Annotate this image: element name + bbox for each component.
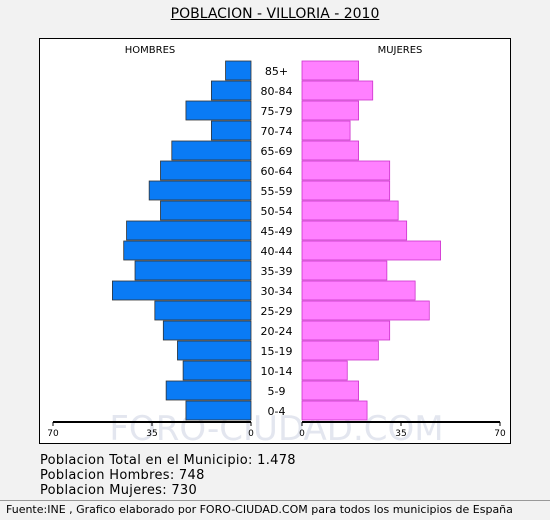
bar-mujeres-60-64 bbox=[301, 160, 391, 181]
bar-mujeres-70-74 bbox=[301, 120, 351, 141]
bar-hombres-80-84 bbox=[210, 80, 252, 101]
bar-hombres-65-69 bbox=[171, 140, 252, 161]
bar-mujeres-40-44 bbox=[301, 240, 442, 261]
bar-hombres-50-54 bbox=[160, 200, 252, 221]
bar-mujeres-15-19 bbox=[301, 340, 379, 361]
male-population: Poblacion Hombres: 748 bbox=[40, 468, 205, 483]
age-label-35-39: 35-39 bbox=[261, 265, 293, 278]
tick-label-hombres-70: 70 bbox=[47, 429, 59, 439]
age-label-75-79: 75-79 bbox=[261, 105, 293, 118]
age-label-40-44: 40-44 bbox=[261, 245, 293, 258]
age-label-85+: 85+ bbox=[265, 65, 288, 78]
bar-mujeres-25-29 bbox=[301, 300, 430, 321]
total-population: Poblacion Total en el Municipio: 1.478 bbox=[40, 453, 296, 468]
age-label-45-49: 45-49 bbox=[261, 225, 293, 238]
source-note: Fuente:INE , Grafico elaborado por FORO-… bbox=[6, 503, 513, 516]
population-stats: Poblacion Total en el Municipio: 1.478 P… bbox=[40, 453, 296, 498]
age-label-65-69: 65-69 bbox=[261, 145, 293, 158]
bar-hombres-60-64 bbox=[160, 160, 252, 181]
bar-hombres-45-49 bbox=[126, 220, 252, 241]
age-label-20-24: 20-24 bbox=[261, 325, 293, 338]
population-pyramid-chart: FORO-CIUDAD.COM HOMBRES MUJERES 85+ 80-84 75-… bbox=[47, 45, 506, 445]
bar-mujeres-75-79 bbox=[301, 100, 359, 121]
bar-hombres-15-19 bbox=[177, 340, 252, 361]
bar-mujeres-10-14 bbox=[301, 360, 348, 381]
bar-mujeres-65-69 bbox=[301, 140, 359, 161]
series-label-hombres: HOMBRES bbox=[125, 45, 176, 56]
bar-hombres-40-44 bbox=[123, 240, 252, 261]
age-label-55-59: 55-59 bbox=[261, 185, 293, 198]
pyramid-chart-panel: FORO-CIUDAD.COM HOMBRES MUJERES 85+ 80-84 75-… bbox=[39, 38, 511, 445]
tick-label-hombres-0: 0 bbox=[248, 429, 254, 439]
bar-mujeres-80-84 bbox=[301, 80, 374, 101]
bar-hombres-70-74 bbox=[210, 120, 252, 141]
bar-mujeres-85+ bbox=[301, 60, 359, 81]
tick-label-mujeres-0: 0 bbox=[299, 429, 305, 439]
age-label-80-84: 80-84 bbox=[261, 85, 293, 98]
bar-hombres-20-24 bbox=[162, 320, 252, 341]
bar-mujeres-55-59 bbox=[301, 180, 391, 201]
age-label-60-64: 60-64 bbox=[261, 165, 293, 178]
bar-hombres-55-59 bbox=[148, 180, 252, 201]
age-label-70-74: 70-74 bbox=[261, 125, 293, 138]
bar-mujeres-5-9 bbox=[301, 380, 359, 401]
watermark-text: FORO-CIUDAD.COM bbox=[109, 409, 443, 445]
bar-hombres-35-39 bbox=[134, 260, 252, 281]
bar-mujeres-20-24 bbox=[301, 320, 391, 341]
tick-label-hombres-35: 35 bbox=[146, 429, 157, 439]
age-label-30-34: 30-34 bbox=[261, 285, 293, 298]
tick-label-mujeres-70: 70 bbox=[494, 429, 506, 439]
footer-divider bbox=[0, 500, 550, 501]
bar-hombres-25-29 bbox=[154, 300, 252, 321]
series-label-mujeres: MUJERES bbox=[378, 45, 423, 56]
bar-hombres-0-4 bbox=[185, 400, 252, 421]
tick-label-mujeres-35: 35 bbox=[395, 429, 406, 439]
bar-hombres-85+ bbox=[225, 60, 252, 81]
age-label-25-29: 25-29 bbox=[261, 305, 293, 318]
bar-hombres-75-79 bbox=[185, 100, 252, 121]
bar-mujeres-35-39 bbox=[301, 260, 388, 281]
bar-hombres-30-34 bbox=[112, 280, 252, 301]
bar-mujeres-30-34 bbox=[301, 280, 416, 301]
female-population: Poblacion Mujeres: 730 bbox=[40, 483, 198, 498]
age-label-15-19: 15-19 bbox=[261, 345, 293, 358]
bar-hombres-5-9 bbox=[165, 380, 252, 401]
age-label-50-54: 50-54 bbox=[261, 205, 293, 218]
bar-mujeres-50-54 bbox=[301, 200, 399, 221]
age-label-10-14: 10-14 bbox=[261, 365, 293, 378]
age-label-0-4: 0-4 bbox=[268, 405, 286, 418]
page-title: POBLACION - VILLORIA - 2010 bbox=[170, 6, 380, 22]
bar-mujeres-0-4 bbox=[301, 400, 368, 421]
bar-mujeres-45-49 bbox=[301, 220, 408, 241]
age-label-5-9: 5-9 bbox=[268, 385, 286, 398]
bar-hombres-10-14 bbox=[182, 360, 252, 381]
